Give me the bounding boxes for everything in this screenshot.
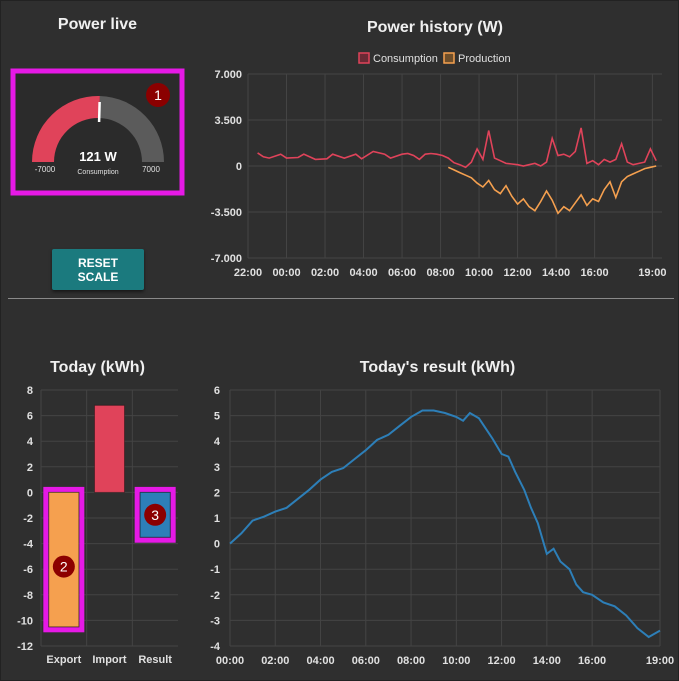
history-x-tick-label: 04:00 xyxy=(349,267,377,279)
gauge-value-text: 121 W xyxy=(79,149,117,164)
result-x-tick-label: 10:00 xyxy=(442,655,470,667)
history-x-tick-label: 22:00 xyxy=(234,267,262,279)
history-x-tick-label: 08:00 xyxy=(426,267,454,279)
section-divider xyxy=(8,298,674,299)
highlight-box-gauge xyxy=(10,68,185,196)
history-x-tick-label: 16:00 xyxy=(581,267,609,279)
today-y-tick-label: -8 xyxy=(23,590,33,602)
result-y-tick-label: -2 xyxy=(210,590,220,602)
today-x-axis: Export Import Result xyxy=(46,654,172,666)
today-y-tick-label: 2 xyxy=(27,462,33,474)
history-legend[interactable]: Consumption Production xyxy=(358,52,511,65)
reset-scale-button[interactable]: RESET SCALE xyxy=(52,249,144,290)
series-line-result xyxy=(229,409,661,639)
result-y-tick-label: 0 xyxy=(214,539,220,551)
series-line-production xyxy=(447,165,657,215)
result-x-tick-label: 12:00 xyxy=(488,655,516,667)
today-bar-chart: 8 6 4 2 0 -2 -4 -6 -8 -10 -12 Export Import Result 2… xyxy=(17,385,178,666)
highlight-box-result xyxy=(134,486,176,543)
today-y-tick-label: 0 xyxy=(27,487,33,499)
today-y-tick-label: -2 xyxy=(23,513,33,525)
today-y-tick-label: 6 xyxy=(27,411,33,423)
result-grid xyxy=(229,389,661,647)
result-x-tick-label: 19:00 xyxy=(646,655,674,667)
result-y-tick-label: -3 xyxy=(210,615,220,627)
gauge-max-label: 7000 xyxy=(142,165,160,174)
marker-badge-2-label: 2 xyxy=(60,559,68,575)
history-x-tick-label: 14:00 xyxy=(542,267,570,279)
marker-badge-2 xyxy=(52,555,75,578)
history-y-tick-label: -3.500 xyxy=(211,207,242,219)
result-x-tick-label: 00:00 xyxy=(216,655,244,667)
result-x-tick-label: 14:00 xyxy=(533,655,561,667)
legend-swatch-production[interactable] xyxy=(443,52,455,64)
result-y-tick-label: 6 xyxy=(214,385,220,397)
gauge-arc-remaining xyxy=(99,96,164,162)
history-y-tick-label: -7.000 xyxy=(211,253,242,265)
history-grid xyxy=(247,73,662,259)
result-x-tick-label: 06:00 xyxy=(352,655,380,667)
legend-label-production[interactable]: Production xyxy=(458,53,511,65)
gauge-title: Power live xyxy=(57,16,138,33)
gauge-label: Consumption xyxy=(77,169,118,176)
today-y-tick-label: -10 xyxy=(17,615,33,627)
today-y-tick-label: -4 xyxy=(23,539,34,551)
bar-import xyxy=(94,404,125,493)
history-x-axis: 22:00 00:00 02:00 04:00 06:00 08:00 10:00 12:00… xyxy=(234,267,667,279)
history-y-tick-label: 0 xyxy=(236,161,242,173)
result-x-tick-label: 02:00 xyxy=(261,655,289,667)
result-chart-title: Today's result (kWh) xyxy=(359,359,516,376)
power-history-chart: 7.000 3.500 0 -3.500 -7.000 22:00 00:00 02:00 0… xyxy=(211,52,667,279)
today-y-tick-label: -6 xyxy=(23,564,33,576)
today-bars: 23 xyxy=(43,404,176,633)
gauge-needle xyxy=(97,101,101,123)
series-line-consumption xyxy=(257,127,657,169)
result-y-tick-label: 2 xyxy=(214,487,220,499)
history-x-tick-label: 19:00 xyxy=(638,267,666,279)
today-result-chart: 6 5 4 3 2 1 0 -1 -2 -3 -4 00:00 02:00 04:00 06:00 08:0… xyxy=(210,385,674,667)
history-x-tick-label: 10:00 xyxy=(465,267,493,279)
today-x-tick-label: Export xyxy=(46,654,81,666)
highlight-box-export xyxy=(43,486,85,633)
gauge-min-label: -7000 xyxy=(35,165,56,174)
legend-swatch-consumption[interactable] xyxy=(358,52,370,64)
today-y-tick-label: 8 xyxy=(27,385,33,397)
history-x-tick-label: 12:00 xyxy=(504,267,532,279)
history-x-tick-label: 02:00 xyxy=(311,267,339,279)
today-y-tick-label: -12 xyxy=(17,641,33,653)
history-y-axis: 7.000 3.500 0 -3.500 -7.000 xyxy=(211,69,242,265)
history-y-tick-label: 3.500 xyxy=(214,115,242,127)
history-x-tick-label: 06:00 xyxy=(388,267,416,279)
result-y-tick-label: 3 xyxy=(214,462,220,474)
history-x-tick-label: 00:00 xyxy=(272,267,300,279)
today-x-tick-label: Result xyxy=(138,654,172,666)
today-y-tick-label: 4 xyxy=(27,436,34,448)
result-y-axis: 6 5 4 3 2 1 0 -1 -2 -3 -4 xyxy=(210,385,221,653)
marker-badge-3-label: 3 xyxy=(151,507,159,523)
history-y-tick-label: 7.000 xyxy=(214,69,242,81)
marker-badge-1-label: 1 xyxy=(154,87,162,103)
bar-export xyxy=(48,491,80,628)
result-y-tick-label: 4 xyxy=(214,436,221,448)
today-y-axis: 8 6 4 2 0 -2 -4 -6 -8 -10 -12 xyxy=(17,385,34,653)
result-y-tick-label: 5 xyxy=(214,411,220,423)
result-y-tick-label: 1 xyxy=(214,513,220,525)
power-gauge: 121 W Consumption -7000 7000 1 xyxy=(10,68,185,196)
result-x-tick-label: 04:00 xyxy=(306,655,334,667)
result-x-tick-label: 08:00 xyxy=(397,655,425,667)
result-x-axis: 00:00 02:00 04:00 06:00 08:00 10:00 12:00 14:00… xyxy=(216,655,674,667)
gauge-arc-value xyxy=(32,96,100,162)
today-x-tick-label: Import xyxy=(92,654,127,666)
marker-badge-1 xyxy=(146,83,170,107)
marker-badge-3 xyxy=(144,503,167,526)
result-y-tick-label: -4 xyxy=(210,641,221,653)
today-chart-title: Today (kWh) xyxy=(50,359,145,376)
history-chart-title: Power history (W) xyxy=(366,19,503,36)
result-y-tick-label: -1 xyxy=(210,564,220,576)
result-x-tick-label: 16:00 xyxy=(578,655,606,667)
legend-label-consumption[interactable]: Consumption xyxy=(373,53,438,65)
